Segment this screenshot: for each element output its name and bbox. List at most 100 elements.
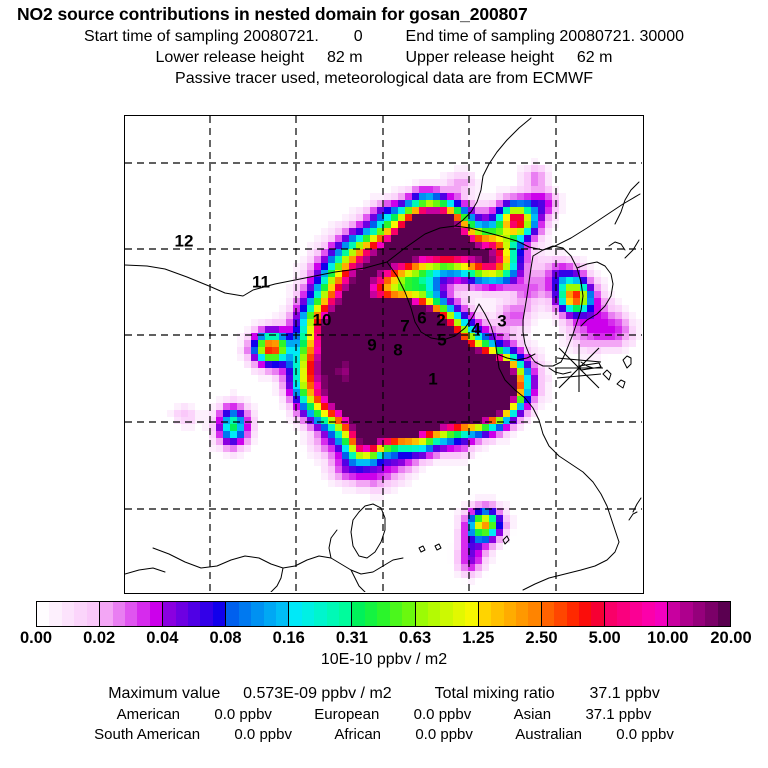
colorbar-step — [263, 602, 276, 626]
region-south-american-value: 0.0 ppbv — [234, 726, 292, 743]
max-value-value: 0.573E-09 ppbv / m2 — [243, 685, 392, 702]
colorbar-step — [377, 602, 390, 626]
region-australian-label: Australian — [515, 726, 582, 743]
total-mixing-ratio-label: Total mixing ratio — [434, 685, 555, 702]
colorbar-step — [389, 602, 403, 626]
colorbar-step — [326, 602, 340, 626]
colorbar-step — [402, 602, 415, 626]
colorbar-step — [642, 602, 655, 626]
colorbar-step — [175, 602, 189, 626]
colorbar-step — [478, 602, 492, 626]
colorbar-tick-1: 0.02 — [83, 629, 116, 647]
colorbar-step — [226, 602, 239, 626]
colorbar-step — [275, 602, 289, 626]
colorbar-step — [579, 602, 592, 626]
end-time-value: 30000 — [639, 28, 685, 45]
region-row-2: South American 0.0 ppbv African 0.0 ppbv… — [0, 726, 768, 743]
colorbar: 0.00 0.02 0.04 0.08 0.16 0.31 0.63 1.25 2.50 5.00… — [20, 601, 752, 647]
region-asian-value: 37.1 ppbv — [585, 706, 652, 723]
max-and-total-row: Maximum value 0.573E-09 ppbv / m2 Total … — [0, 685, 768, 703]
region-american-value: 0.0 ppbv — [214, 706, 272, 723]
region-row-1: American 0.0 ppbv European 0.0 ppbv Asia… — [0, 706, 768, 723]
colorbar-step — [74, 602, 87, 626]
colorbar-tick-3: 0.08 — [209, 629, 242, 647]
colorbar-segment-7 — [478, 602, 542, 626]
colorbar-step — [705, 602, 718, 626]
colorbar-tick-labels: 0.00 0.02 0.04 0.08 0.16 0.31 0.63 1.25 2.50 5.00… — [2, 629, 765, 651]
region-american-label: American — [116, 706, 181, 723]
end-time-label: End time of sampling — [405, 28, 555, 45]
colorbar-gradient — [36, 601, 731, 627]
sampling-time-line: Start time of sampling 20080721. 0 End t… — [0, 28, 768, 46]
max-value-label: Maximum value — [108, 685, 221, 702]
region-african-value: 0.0 ppbv — [415, 726, 473, 743]
colorbar-step — [137, 602, 150, 626]
colorbar-tick-7: 1.25 — [462, 629, 495, 647]
start-time-label: Start time of sampling — [84, 28, 239, 45]
colorbar-segment-8 — [541, 602, 605, 626]
colorbar-step — [427, 602, 441, 626]
colorbar-step — [289, 602, 302, 626]
colorbar-tick-6: 0.63 — [399, 629, 432, 647]
colorbar-step — [301, 602, 315, 626]
colorbar-step — [554, 602, 567, 626]
colorbar-segment-5 — [352, 602, 416, 626]
colorbar-tick-2: 0.04 — [146, 629, 179, 647]
method-line: Passive tracer used, meteorological data… — [175, 70, 593, 87]
lower-release-label: Lower release height — [155, 49, 305, 66]
colorbar-step — [124, 602, 138, 626]
colorbar-step — [415, 602, 428, 626]
colorbar-step — [364, 602, 378, 626]
colorbar-step — [491, 602, 504, 626]
colorbar-segment-2 — [163, 602, 227, 626]
colorbar-step — [112, 602, 125, 626]
region-asian-label: Asian — [513, 706, 552, 723]
colorbar-step — [352, 602, 365, 626]
colorbar-step — [188, 602, 201, 626]
colorbar-step — [654, 602, 667, 626]
colorbar-step — [238, 602, 252, 626]
colorbar-segment-10 — [667, 602, 731, 626]
region-australian-value: 0.0 ppbv — [616, 726, 674, 743]
colorbar-tick-5: 0.31 — [335, 629, 368, 647]
colorbar-segment-9 — [604, 602, 668, 626]
colorbar-step — [604, 602, 618, 626]
colorbar-step — [515, 602, 529, 626]
colorbar-tick-11: 20.00 — [710, 629, 752, 647]
statistics-footer: Maximum value 0.573E-09 ppbv / m2 Total … — [0, 682, 768, 743]
map-plot-area[interactable]: 1 2 3 4 5 6 7 8 9 10 11 12 — [124, 115, 644, 594]
colorbar-step — [149, 602, 163, 626]
colorbar-tick-10: 10.00 — [647, 629, 689, 647]
colorbar-unit-label: 10E-10 ppbv / m2 — [320, 651, 448, 668]
release-site-star-icon — [555, 344, 603, 392]
region-european-value: 0.0 ppbv — [413, 706, 472, 723]
figure-header: NO2 source contributions in nested domai… — [0, 0, 768, 88]
colorbar-tick-4: 0.16 — [272, 629, 305, 647]
colorbar-step — [100, 602, 113, 626]
colorbar-step — [528, 602, 541, 626]
start-date-value: 20080721. — [243, 28, 319, 45]
region-south-american-label: South American — [94, 726, 201, 743]
colorbar-step — [680, 602, 693, 626]
colorbar-tick-0: 0.00 — [19, 629, 53, 647]
colorbar-step — [692, 602, 706, 626]
end-date-value: 20080721. — [559, 28, 636, 45]
page-title: NO2 source contributions in nested domai… — [17, 4, 528, 24]
upper-release-value: 62 m — [576, 49, 613, 66]
colorbar-tick-9: 5.00 — [588, 629, 621, 647]
lower-release-value: 82 m — [326, 49, 363, 66]
colorbar-step — [212, 602, 226, 626]
colorbar-step — [49, 602, 62, 626]
colorbar-segment-1 — [100, 602, 164, 626]
colorbar-step — [591, 602, 604, 626]
region-african-label: African — [334, 726, 381, 743]
colorbar-step — [717, 602, 731, 626]
colorbar-segment-6 — [415, 602, 479, 626]
colorbar-segment-3 — [226, 602, 290, 626]
colorbar-step — [37, 602, 50, 626]
coastline-overlay — [125, 117, 642, 592]
start-time-value: 0 — [353, 28, 363, 45]
colorbar-step — [251, 602, 264, 626]
colorbar-segment-4 — [289, 602, 353, 626]
region-european-label: European — [314, 706, 380, 723]
